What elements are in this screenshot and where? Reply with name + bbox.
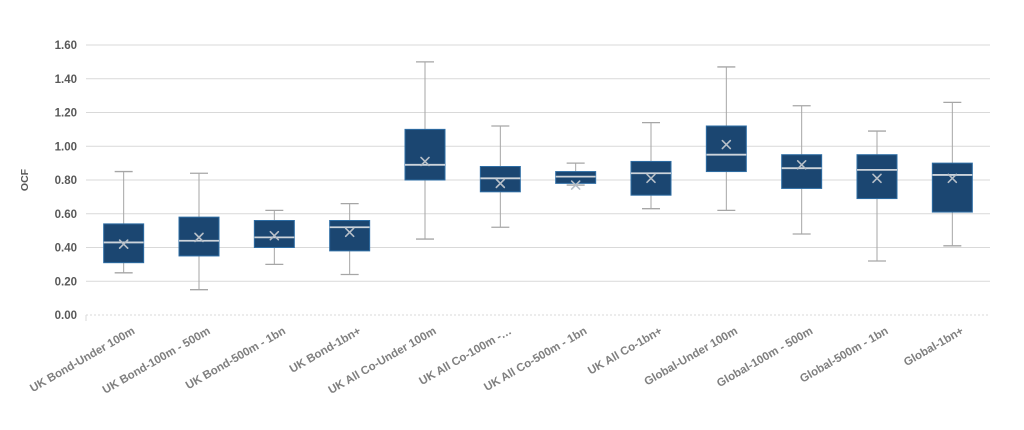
y-tick-label: 1.20 <box>55 108 77 120</box>
iqr-box <box>329 220 371 252</box>
iqr-box <box>781 154 823 189</box>
mean-x-marker <box>947 173 958 184</box>
mean-x-marker <box>872 173 882 184</box>
y-tick-label: 1.40 <box>55 74 77 86</box>
mean-x-marker <box>118 239 129 249</box>
box-whisker-group <box>178 172 220 291</box>
box-whisker-group <box>630 121 672 210</box>
y-tick-label: 1.00 <box>55 141 77 153</box>
iqr-box <box>404 128 446 181</box>
box-whisker-group <box>329 202 371 276</box>
box-whisker-group <box>253 209 295 266</box>
box-whisker-group <box>705 66 747 212</box>
y-tick-label: 1.60 <box>55 40 77 52</box>
mean-x-marker <box>796 160 807 170</box>
x-axis-category-label: Global-1bn+ <box>902 325 966 369</box>
y-tick-label: 0.80 <box>55 175 77 187</box>
iqr-box <box>931 162 973 213</box>
iqr-box <box>705 125 747 173</box>
mean-x-marker <box>646 173 656 184</box>
iqr-box <box>253 220 295 248</box>
x-axis-category-label: UK All Co-1bn+ <box>586 325 665 377</box>
y-tick-label: 0.40 <box>55 243 77 255</box>
iqr-box <box>856 154 898 200</box>
mean-x-marker <box>194 232 204 243</box>
box-whisker-group <box>404 61 446 240</box>
mean-x-marker <box>269 230 280 241</box>
mean-x-marker <box>420 156 430 167</box>
box-whisker-group <box>856 130 898 262</box>
box-whisker-group <box>555 162 597 190</box>
box-whisker-group <box>479 125 521 228</box>
mean-x-marker <box>495 178 506 189</box>
y-tick-label: 0.00 <box>55 310 77 322</box>
box-whisker-group <box>103 170 145 274</box>
mean-x-marker <box>721 139 732 150</box>
y-tick-label: 0.20 <box>55 276 77 288</box>
box-whisker-group <box>781 105 823 235</box>
y-tick-label: 0.60 <box>55 209 77 221</box>
mean-x-marker <box>344 227 355 238</box>
y-axis-title: OCF <box>19 168 31 191</box>
mean-x-marker <box>570 180 581 190</box>
x-axis-category-label: UK Bond-1bn+ <box>288 325 364 376</box>
box-whisker-group <box>931 101 973 247</box>
